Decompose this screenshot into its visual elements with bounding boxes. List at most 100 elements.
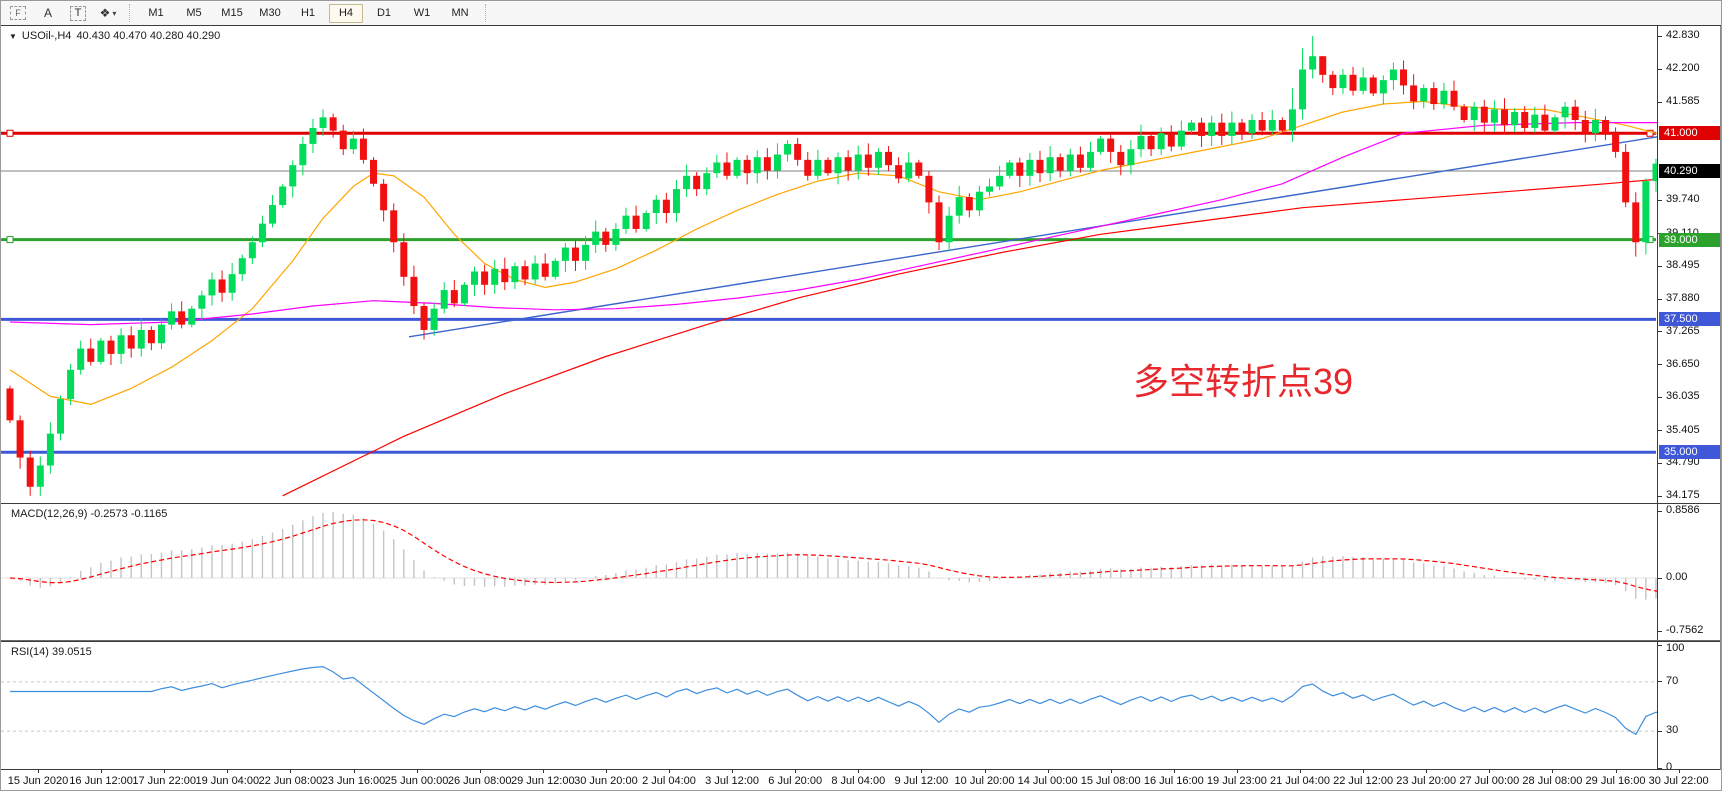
time-axis-label: 15 Jun 2020	[7, 775, 69, 787]
macd-tick	[1658, 577, 1662, 579]
toolbar: F A T ❖ ▾ M1 M5 M15 M30 H1 H4 D1 W1 MN	[1, 1, 1721, 26]
price-axis-label: 42.830	[1666, 29, 1700, 41]
grid-f-tool-button[interactable]: F	[5, 3, 31, 23]
trendline[interactable]	[408, 132, 1657, 338]
candlestick-chart[interactable]	[1, 26, 1657, 503]
timeframe-button-group: M1 M5 M15 M30 H1 H4 D1 W1 MN	[137, 3, 479, 23]
time-tick	[1678, 770, 1680, 773]
label-tool-button[interactable]: T	[65, 3, 91, 23]
rsi-tick	[1658, 730, 1662, 732]
time-tick	[858, 770, 860, 773]
time-axis[interactable]: 15 Jun 2020 16 Jun 12:00 17 Jun 22:00 19 Ju…	[1, 770, 1721, 790]
ma-mid-magenta	[9, 122, 1657, 326]
rsi-axis[interactable]: 100 70 30 0	[1657, 642, 1721, 773]
time-tick	[227, 770, 229, 773]
line-anchor[interactable]	[1646, 129, 1654, 137]
time-tick	[1047, 770, 1049, 773]
chart-dropdown-icon[interactable]: ▼	[9, 31, 17, 41]
rsi-header: RSI(14) 39.0515	[11, 646, 92, 658]
macd-tick	[1658, 510, 1662, 512]
time-axis-label: 19 Jun 04:00	[195, 775, 260, 787]
rsi-axis-label: 70	[1666, 674, 1679, 687]
rsi-tick	[1658, 644, 1662, 646]
price-tick	[1658, 35, 1662, 37]
price-axis-label: 35.405	[1666, 423, 1700, 436]
macd-axis-label: -0.7562	[1666, 624, 1704, 636]
line-anchor[interactable]	[6, 236, 14, 244]
macd-panel[interactable]: MACD(12,26,9) -0.2573 -0.1165	[1, 504, 1657, 640]
symbol-timeframe-label: USOil-,H4	[21, 30, 72, 42]
time-tick	[353, 770, 355, 773]
tf-button-mn[interactable]: MN	[451, 7, 469, 19]
rsi-chart[interactable]	[1, 642, 1657, 770]
hline-41[interactable]	[1, 129, 1656, 137]
macd-signal-line	[9, 519, 1657, 592]
rsi-axis-label: 30	[1666, 724, 1679, 737]
text-tool-button[interactable]: A	[35, 3, 61, 23]
tf-button-h4[interactable]: H4	[329, 3, 363, 23]
price-tick	[1658, 430, 1662, 432]
panel-border[interactable]	[1, 503, 1721, 504]
price-axis-label: 39.740	[1666, 193, 1700, 206]
time-axis-label: 16 Jul 16:00	[1143, 775, 1204, 787]
time-axis-label: 8 Jul 04:00	[831, 775, 886, 787]
time-axis-label: 14 Jul 00:00	[1017, 775, 1078, 787]
time-tick	[795, 770, 797, 773]
chart-title: ▼ USOil-,H4 40.430 40.470 40.280 40.290	[9, 30, 220, 42]
tf-button-d1[interactable]: D1	[376, 7, 392, 19]
price-tick	[1658, 68, 1662, 70]
chevron-down-icon: ▾	[112, 8, 117, 18]
tf-button-h1[interactable]: H1	[300, 7, 316, 19]
time-axis-label: 19 Jul 23:00	[1206, 775, 1267, 787]
price-badge-40.290: 40.290	[1659, 164, 1721, 179]
tf-button-m1[interactable]: M1	[148, 7, 164, 19]
price-axis[interactable]: 42.83042.20041.58539.74039.11038.49537.8…	[1657, 26, 1721, 503]
price-axis-label: 37.265	[1666, 324, 1700, 337]
macd-axis[interactable]: 0.8586 0.00 -0.7562	[1657, 504, 1721, 640]
rsi-axis-label: 100	[1666, 642, 1685, 654]
macd-axis-label: 0.8586	[1666, 504, 1700, 516]
time-axis-label: 10 Jul 20:00	[954, 775, 1015, 787]
time-tick	[1300, 770, 1301, 773]
time-axis-label: 9 Jul 12:00	[894, 775, 949, 787]
price-tick	[1658, 298, 1662, 300]
time-tick	[1426, 770, 1428, 773]
price-tick	[1658, 331, 1662, 333]
time-tick	[1615, 770, 1617, 773]
panel-border[interactable]	[1, 641, 1721, 642]
time-axis-label: 15 Jul 08:00	[1080, 775, 1141, 787]
ma-fast-orange	[9, 100, 1657, 405]
time-tick	[1110, 770, 1112, 773]
main-chart-panel[interactable]: ▼ USOil-,H4 40.430 40.470 40.280 40.290 …	[1, 26, 1657, 503]
price-badge-41.000: 41.000	[1659, 126, 1721, 141]
price-axis-label: 37.880	[1666, 292, 1700, 305]
rsi-axis-label: 0	[1666, 761, 1673, 773]
price-axis-label: 38.495	[1666, 259, 1700, 272]
line-anchor[interactable]	[6, 129, 14, 137]
macd-chart[interactable]	[1, 504, 1657, 640]
ohlc-readout: 40.430 40.470 40.280 40.290	[76, 30, 221, 42]
tf-button-m15[interactable]: M15	[221, 7, 243, 19]
time-axis-label: 25 Jun 00:00	[384, 775, 449, 787]
candlestick-series	[6, 36, 1657, 496]
price-tick	[1658, 199, 1662, 201]
time-axis-label: 28 Jul 08:00	[1522, 775, 1583, 787]
panel-border	[1, 769, 1721, 770]
time-tick	[669, 770, 670, 773]
tf-button-m5[interactable]: M5	[186, 7, 202, 19]
rsi-tick	[1658, 681, 1662, 683]
price-tick	[1658, 495, 1662, 497]
time-axis-label: 22 Jun 08:00	[258, 775, 323, 787]
text-label-icon: T	[70, 5, 86, 21]
time-axis-label: 23 Jun 16:00	[321, 775, 386, 787]
macd-histogram	[19, 512, 1657, 600]
objects-tool-button[interactable]: ❖ ▾	[95, 3, 121, 23]
rsi-panel[interactable]: RSI(14) 39.0515	[1, 642, 1657, 770]
hline-39[interactable]	[1, 236, 1656, 244]
time-axis-label: 16 Jun 12:00	[69, 775, 133, 787]
tf-button-m30[interactable]: M30	[259, 7, 281, 19]
time-tick	[290, 770, 292, 773]
chart-text-annotation[interactable]: 多空转折点39	[1133, 361, 1354, 402]
tf-button-w1[interactable]: W1	[413, 7, 431, 19]
panel-border[interactable]	[1, 640, 1721, 641]
